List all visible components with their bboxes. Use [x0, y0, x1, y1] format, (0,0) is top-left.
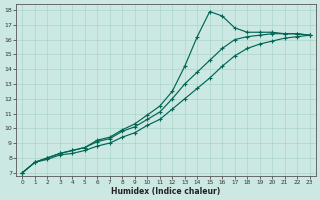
X-axis label: Humidex (Indice chaleur): Humidex (Indice chaleur) — [111, 187, 221, 196]
